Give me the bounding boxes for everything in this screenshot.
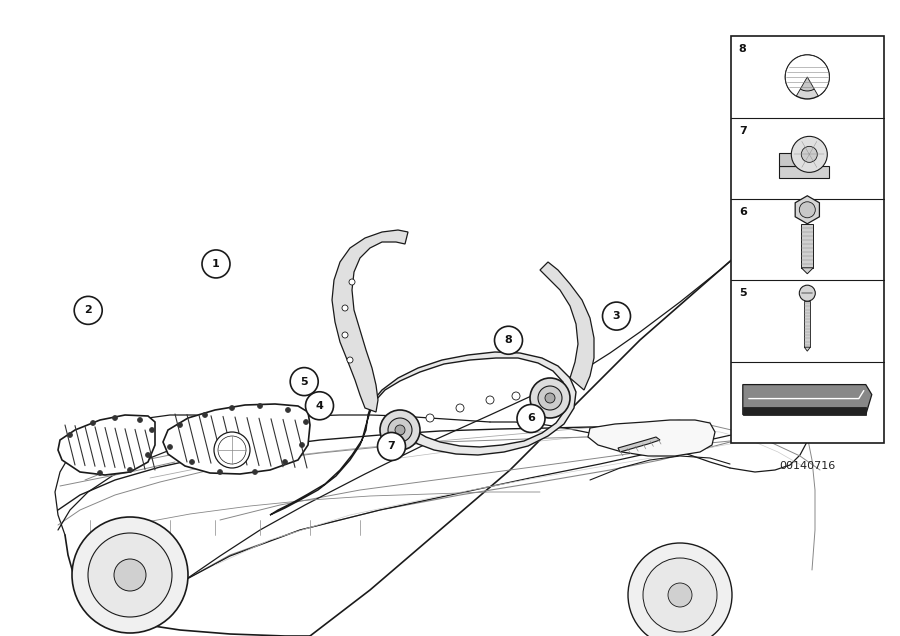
Polygon shape [270,352,576,515]
Circle shape [801,146,817,162]
Polygon shape [779,167,829,178]
Text: 7: 7 [388,441,395,452]
Wedge shape [786,55,829,96]
Circle shape [138,417,142,422]
Polygon shape [805,301,810,347]
Polygon shape [801,224,814,268]
Text: 2: 2 [85,305,92,315]
Circle shape [791,136,827,172]
Circle shape [305,392,334,420]
Circle shape [190,459,194,464]
Circle shape [257,403,263,408]
Circle shape [114,559,146,591]
Circle shape [202,413,208,417]
Text: 1: 1 [212,259,220,269]
Circle shape [538,386,562,410]
Circle shape [349,279,355,285]
Circle shape [285,408,291,413]
Circle shape [167,445,173,450]
Polygon shape [540,262,594,390]
Text: 4: 4 [316,401,323,411]
Circle shape [530,406,538,414]
Circle shape [342,305,348,311]
Circle shape [530,378,570,418]
Circle shape [494,326,523,354]
Polygon shape [742,385,872,415]
Circle shape [230,406,235,410]
Circle shape [456,404,464,412]
Circle shape [88,533,172,617]
Circle shape [426,414,434,422]
Circle shape [545,393,555,403]
Polygon shape [779,153,797,167]
Circle shape [74,296,103,324]
Polygon shape [805,347,810,351]
Text: 6: 6 [527,413,535,424]
Circle shape [97,471,103,476]
Circle shape [202,250,230,278]
Circle shape [799,285,815,301]
Circle shape [380,410,420,450]
Polygon shape [742,406,866,415]
Polygon shape [796,196,819,224]
Polygon shape [163,404,310,474]
Circle shape [146,452,150,457]
Polygon shape [332,230,408,412]
Text: 3: 3 [613,311,620,321]
Circle shape [395,425,405,435]
Circle shape [628,543,732,636]
Circle shape [290,368,319,396]
Circle shape [512,392,520,400]
Circle shape [517,404,545,432]
Circle shape [214,432,250,468]
Circle shape [218,436,246,464]
Polygon shape [788,305,842,332]
Circle shape [283,459,287,464]
Circle shape [342,332,348,338]
Polygon shape [618,437,660,452]
Text: 00140716: 00140716 [779,461,835,471]
Text: 6: 6 [739,207,747,217]
Circle shape [253,469,257,474]
Circle shape [786,55,829,99]
Polygon shape [801,268,814,273]
Text: 8: 8 [739,45,747,54]
Circle shape [149,427,155,432]
Circle shape [377,432,406,460]
Circle shape [112,415,118,420]
Polygon shape [58,415,155,475]
Circle shape [128,467,132,473]
Circle shape [486,396,494,404]
Text: 5: 5 [739,289,746,298]
Circle shape [668,583,692,607]
Circle shape [303,420,309,424]
Circle shape [68,432,73,438]
Circle shape [793,63,822,91]
FancyBboxPatch shape [731,36,884,443]
Text: 7: 7 [739,126,747,135]
Polygon shape [588,420,715,456]
Circle shape [388,418,412,442]
Text: 5: 5 [301,377,308,387]
Circle shape [643,558,717,632]
Circle shape [91,420,95,425]
Circle shape [602,302,631,330]
Circle shape [177,422,183,427]
Circle shape [218,469,222,474]
Circle shape [300,443,304,448]
Circle shape [72,517,188,633]
Text: 8: 8 [505,335,512,345]
Circle shape [347,357,353,363]
Circle shape [799,202,815,218]
